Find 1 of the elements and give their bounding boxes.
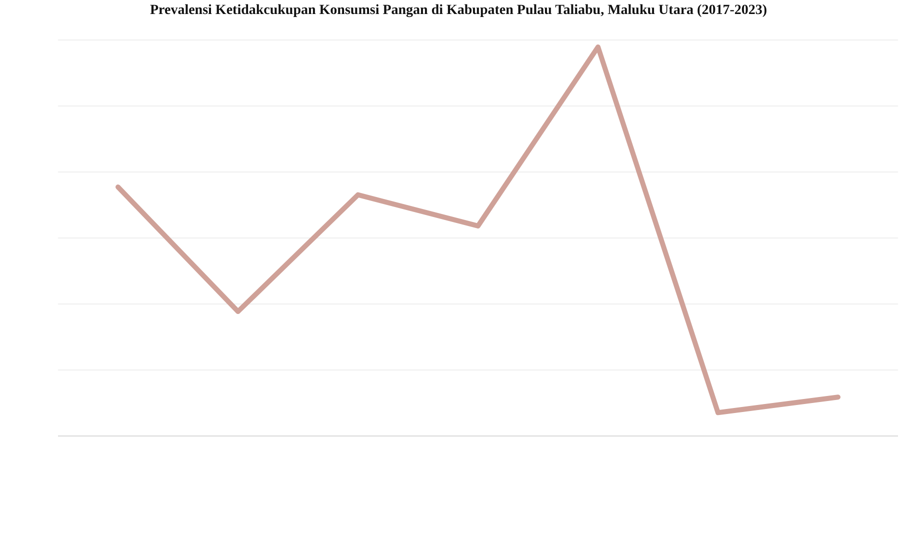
chart-title: Prevalensi Ketidakcukupan Konsumsi Pangan di Kabupaten Pulau Taliabu, Maluku Utara (2017-2023): [150, 3, 768, 18]
